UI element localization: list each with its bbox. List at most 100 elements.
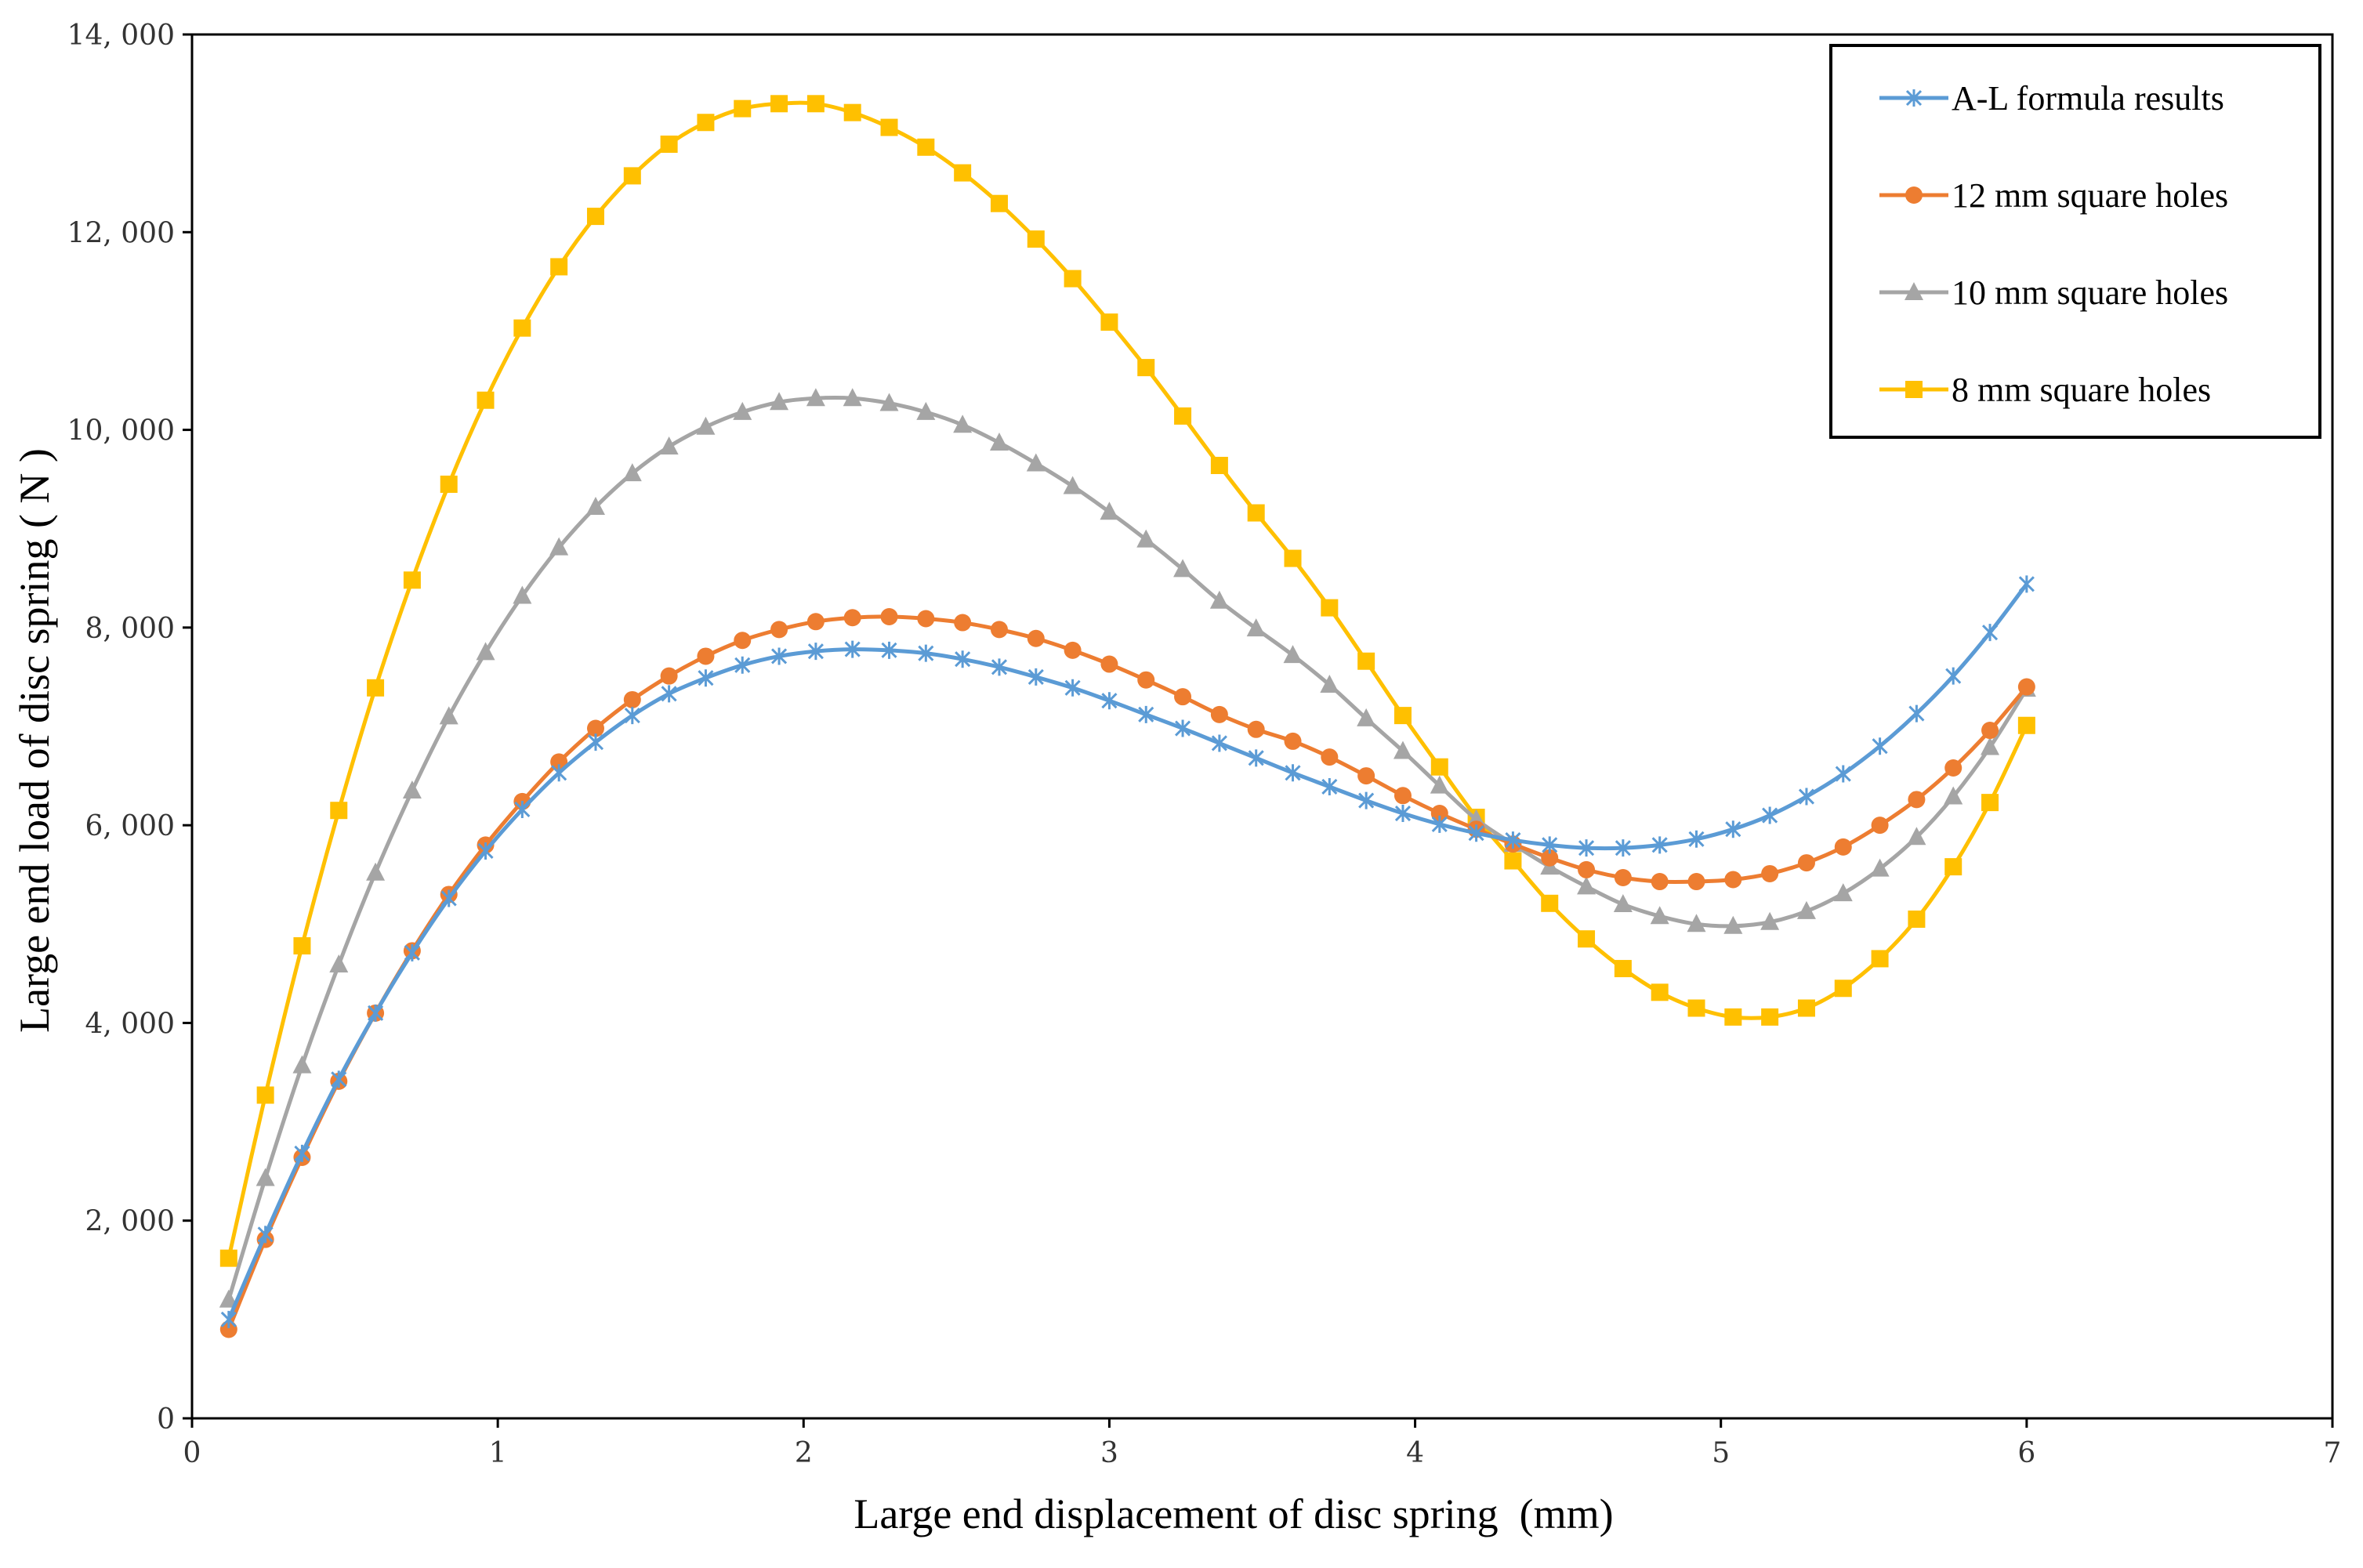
data-point: [1944, 858, 1963, 876]
data-point: [294, 1144, 310, 1162]
data-point: [1173, 559, 1193, 578]
data-point: [843, 388, 862, 407]
legend-marker: [1905, 282, 1923, 300]
data-point: [734, 100, 752, 118]
data-point: [1945, 667, 1962, 685]
plot-frame: [190, 33, 2334, 1420]
data-point: [1798, 788, 1815, 806]
y-tick-label: 2, 000: [85, 1206, 175, 1238]
legend: A-L formula results 12 mm square holes 10 …: [1829, 44, 2321, 439]
data-point: [806, 613, 825, 631]
data-point: [330, 802, 348, 820]
data-point: [623, 167, 641, 185]
data-point: [1357, 708, 1376, 726]
y-tick-label: 0: [157, 1403, 175, 1436]
data-point: [917, 610, 935, 628]
data-point: [843, 609, 861, 627]
data-point: [402, 780, 422, 798]
data-point: [1724, 1008, 1742, 1026]
series-line: [227, 614, 2028, 1331]
data-point: [1063, 476, 1082, 494]
legend-item: A-L formula results: [1879, 79, 2224, 118]
plot-axes: 0 1 2 3 4 5 6 7 0 2, 000 4, 000 6, 000 8, 000 10, 000…: [67, 20, 2342, 1469]
plot-series: [219, 95, 2036, 1338]
data-point: [917, 138, 935, 156]
data-point: [1100, 502, 1119, 520]
data-point: [1101, 692, 1118, 710]
data-point: [1578, 930, 1596, 948]
data-point: [368, 1004, 384, 1022]
data-point: [1174, 719, 1191, 737]
data-point: [953, 415, 973, 433]
series-0: [220, 575, 2035, 1328]
data-point: [660, 136, 678, 154]
data-point: [1394, 805, 1412, 823]
data-point: [770, 621, 788, 639]
data-point: [1358, 791, 1375, 809]
data-point: [1357, 652, 1375, 670]
data-point: [367, 679, 385, 697]
x-tick-label: 6: [2017, 1437, 2035, 1469]
x-tick-label: 1: [489, 1437, 507, 1469]
data-point: [1136, 529, 1156, 548]
data-point: [586, 719, 604, 737]
data-point: [916, 401, 936, 420]
data-point: [1871, 950, 1889, 968]
data-point: [1762, 806, 1778, 824]
data-point: [1724, 871, 1742, 889]
data-point: [659, 436, 679, 455]
data-point: [1613, 894, 1633, 913]
data-point: [1064, 679, 1081, 697]
data-point: [439, 706, 458, 725]
data-point: [734, 632, 752, 650]
data-point: [806, 95, 825, 113]
data-point: [1908, 791, 1926, 809]
data-point: [585, 496, 605, 515]
data-point: [1430, 775, 1449, 794]
data-point: [1651, 836, 1668, 854]
data-point: [1761, 1008, 1779, 1026]
data-point: [550, 753, 568, 771]
data-point: [1138, 705, 1154, 723]
data-point: [257, 1226, 274, 1244]
data-point: [661, 685, 677, 703]
data-point: [513, 319, 531, 337]
data-point: [220, 1310, 237, 1328]
data-point: [549, 537, 569, 556]
data-point: [1027, 230, 1045, 248]
data-point: [1431, 815, 1448, 833]
data-point: [1394, 707, 1412, 725]
data-point: [1796, 900, 1816, 919]
data-point: [622, 463, 642, 482]
data-point: [991, 658, 1008, 676]
data-point: [551, 764, 567, 782]
data-point: [881, 641, 897, 659]
data-point: [331, 1070, 347, 1088]
data-point: [256, 1086, 274, 1104]
data-point: [1872, 737, 1888, 755]
data-point: [1320, 675, 1339, 693]
data-point: [1760, 911, 1780, 930]
data-point: [1357, 767, 1375, 785]
data-point: [1981, 624, 1999, 642]
y-tick-label: 12, 000: [67, 217, 175, 249]
data-point: [403, 571, 421, 589]
data-point: [880, 607, 898, 625]
data-point: [1688, 830, 1705, 848]
x-tick-label: 4: [1406, 1437, 1424, 1469]
data-point: [1981, 737, 2000, 755]
series-line: [227, 582, 2028, 1320]
data-point: [292, 1055, 312, 1074]
data-point: [1064, 270, 1082, 288]
data-point: [1725, 820, 1741, 838]
data-point: [1174, 407, 1192, 425]
data-point: [1615, 839, 1631, 857]
x-axis-title: Large end displacement of disc spring (m…: [854, 1490, 1613, 1537]
data-point: [1907, 827, 1926, 846]
x-tick-label: 0: [183, 1437, 201, 1469]
data-point: [219, 1249, 237, 1267]
data-point: [219, 1289, 238, 1308]
series-3: [219, 95, 2035, 1267]
data-point: [734, 656, 751, 674]
